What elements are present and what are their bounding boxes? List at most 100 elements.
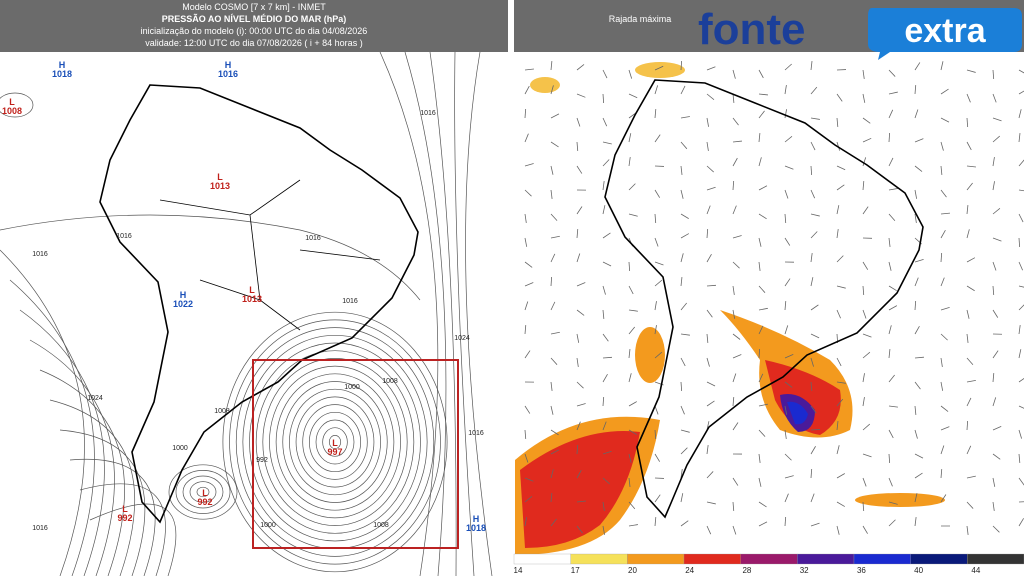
wind-barb — [550, 493, 553, 503]
isobar — [29, 339, 115, 576]
isobar — [196, 486, 210, 498]
wind-barb — [602, 141, 612, 145]
wind-barb — [524, 189, 532, 197]
wind-barb — [706, 228, 709, 239]
isobar-label: 992 — [256, 457, 268, 464]
wind-barb — [602, 333, 609, 342]
wind-barb — [758, 93, 768, 96]
wind-barb — [628, 69, 633, 79]
wind-barb — [784, 278, 791, 287]
wind-barb — [966, 285, 975, 292]
wind-barb — [836, 525, 840, 535]
wind-barb — [992, 501, 995, 511]
wind-barb — [992, 425, 1002, 431]
wind-barb — [550, 165, 554, 175]
colorbar-segment — [797, 553, 855, 565]
wind-barb — [524, 453, 529, 463]
wind-barb — [680, 357, 686, 367]
wind-barb — [914, 277, 919, 287]
wind-barb — [654, 453, 661, 462]
wind-barb — [1018, 405, 1024, 409]
wind-barb — [862, 423, 871, 431]
isobar-label: 1000 — [260, 522, 276, 529]
wind-barb — [654, 301, 657, 311]
isobar — [175, 470, 231, 514]
wind-barb — [654, 237, 659, 247]
wind-barb — [680, 85, 686, 95]
wind-barb — [628, 429, 637, 435]
wind-barb — [862, 373, 865, 383]
wind-barb — [966, 501, 974, 509]
wind-barb — [680, 233, 690, 239]
wind-barb — [524, 517, 527, 527]
wind-barb — [576, 309, 585, 316]
wind-barb — [602, 309, 605, 319]
wind-barb — [602, 205, 606, 215]
wind-barb — [810, 405, 817, 414]
wind-barb — [836, 501, 845, 507]
wind-barb — [706, 333, 709, 343]
wind-barb — [784, 405, 788, 415]
logo: fonte extra — [698, 5, 1022, 60]
isobar — [255, 350, 415, 534]
wind-barb — [628, 349, 631, 359]
wind-barb — [862, 525, 868, 534]
wind-barb — [524, 85, 530, 95]
isobar — [309, 411, 362, 473]
wind-barb — [1018, 90, 1024, 95]
wind-barb — [1018, 213, 1024, 223]
wind-barb — [940, 212, 950, 215]
wind-barb — [888, 305, 898, 311]
pressure-symbol: H — [180, 290, 187, 300]
wind-barb — [758, 237, 762, 247]
wind-barb — [966, 229, 970, 239]
wind-barb — [576, 381, 584, 389]
wind-barb — [628, 373, 632, 383]
wind-barb — [992, 525, 1000, 533]
wind-barb — [784, 516, 787, 527]
wind-barb — [940, 381, 944, 391]
wind-barb — [654, 325, 657, 335]
colorbar-segment — [967, 553, 1024, 565]
wind-barb — [550, 189, 553, 199]
wind-barb — [836, 117, 839, 127]
isobar — [0, 214, 421, 301]
wind-barb — [576, 228, 579, 239]
wind-barb — [706, 141, 709, 151]
wind-barb — [680, 447, 688, 455]
wind-barb — [628, 501, 636, 510]
wind-barb — [680, 381, 683, 392]
isobar — [454, 51, 475, 576]
isobar-label: 1016 — [342, 298, 358, 305]
wind-barb — [1018, 429, 1022, 439]
wind-barb — [862, 309, 867, 319]
wind-barb — [654, 134, 661, 143]
wind-barb — [758, 157, 762, 167]
wind-barb — [940, 277, 945, 287]
isobar-label: 1016 — [420, 110, 436, 117]
wind-barb — [628, 157, 631, 167]
isobar — [19, 309, 105, 576]
wind-barb — [810, 357, 814, 367]
wind-barb — [628, 183, 636, 191]
logo-text: extra — [904, 12, 986, 50]
wind-barb — [628, 285, 634, 295]
wind-barb — [706, 254, 712, 263]
isobar — [49, 399, 135, 576]
wind-barb — [680, 520, 689, 527]
wind-barb — [862, 181, 865, 191]
wind-barb — [680, 60, 683, 71]
wind-barb — [550, 85, 554, 95]
colorbar-segment — [627, 553, 685, 565]
wind-barb — [940, 117, 950, 123]
wind-barb — [966, 205, 969, 215]
isobar-label: 1016 — [468, 430, 484, 437]
wind-barb — [862, 397, 865, 407]
wind-barb — [862, 93, 866, 103]
wind-barb — [940, 88, 949, 95]
logo-bubble — [868, 8, 1022, 60]
header-line: Modelo COSMO [7 x 7 km] - INMET — [182, 2, 326, 12]
wind-barb — [550, 61, 553, 71]
